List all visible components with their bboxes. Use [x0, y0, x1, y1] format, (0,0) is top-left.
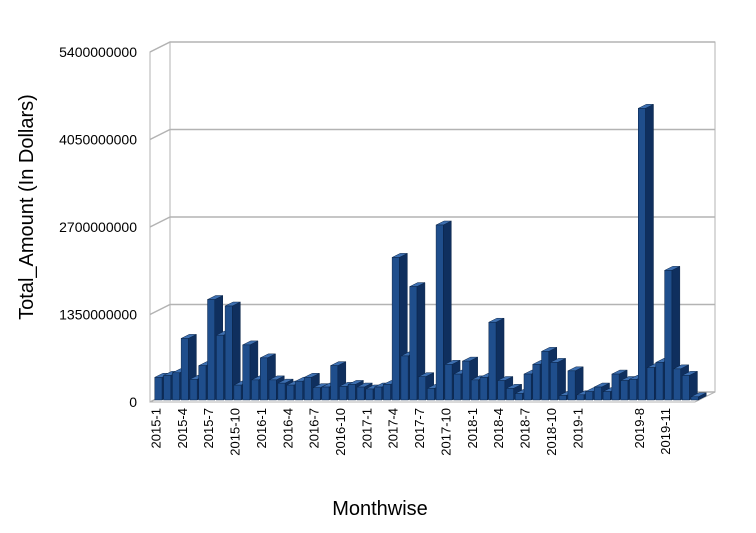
x-tick-label: 2019-1: [570, 408, 585, 448]
x-tick-label: 2019-11: [658, 408, 673, 455]
bar: [550, 358, 566, 401]
x-tick-label: 2017-10: [438, 408, 453, 456]
x-tick-label: 2017-7: [412, 408, 427, 448]
gridline: [149, 128, 715, 141]
gridline: [149, 303, 715, 316]
y-axis-tick-labels: 0 1350000000 2700000000 4050000000 540000000…: [59, 44, 137, 410]
bar: [224, 301, 241, 401]
bar: [435, 220, 452, 401]
x-tick-label: 2015-4: [175, 408, 190, 448]
x-tick-label: 2016-4: [280, 408, 295, 448]
bar: [690, 392, 707, 401]
x-tick-label: 2016-10: [333, 408, 348, 456]
bar: [681, 370, 698, 401]
x-tick-label: 2017-4: [386, 408, 401, 448]
x-tick-label: 2018-10: [544, 408, 559, 456]
x-tick-label: 2016-1: [254, 408, 269, 448]
x-tick-label: 2017-1: [359, 408, 374, 448]
y-tick-label: 4050000000: [59, 132, 137, 148]
x-tick-label: 2019-8: [632, 408, 647, 448]
x-tick-label: 2015-7: [201, 408, 216, 448]
y-tick-label: 1350000000: [59, 307, 137, 323]
y-tick-label: 0: [129, 394, 137, 410]
y-tick-label: 2700000000: [59, 219, 137, 235]
x-tick-label: 2015-1: [148, 408, 163, 448]
y-axis-title: Total_Amount (In Dollars): [16, 94, 38, 320]
bar: [638, 103, 654, 401]
y-tick-label: 5400000000: [59, 44, 137, 60]
gridline: [149, 216, 715, 228]
bar: [567, 366, 584, 401]
x-tick-label: 2018-1: [465, 408, 480, 448]
gridlines: [149, 41, 715, 403]
gridline: [149, 41, 715, 53]
x-tick-label: 2018-4: [491, 408, 506, 448]
x-tick-label: 2018-7: [518, 408, 533, 448]
x-tick-label: 2016-7: [307, 408, 322, 448]
x-axis-title: Monthwise: [332, 498, 428, 520]
bars: [154, 103, 707, 401]
x-tick-label: 2015-10: [228, 408, 243, 456]
x-axis-tick-labels: 2015-1 2015-4 2015-7 2015-10 2016-1 2016-4 201…: [148, 408, 673, 456]
